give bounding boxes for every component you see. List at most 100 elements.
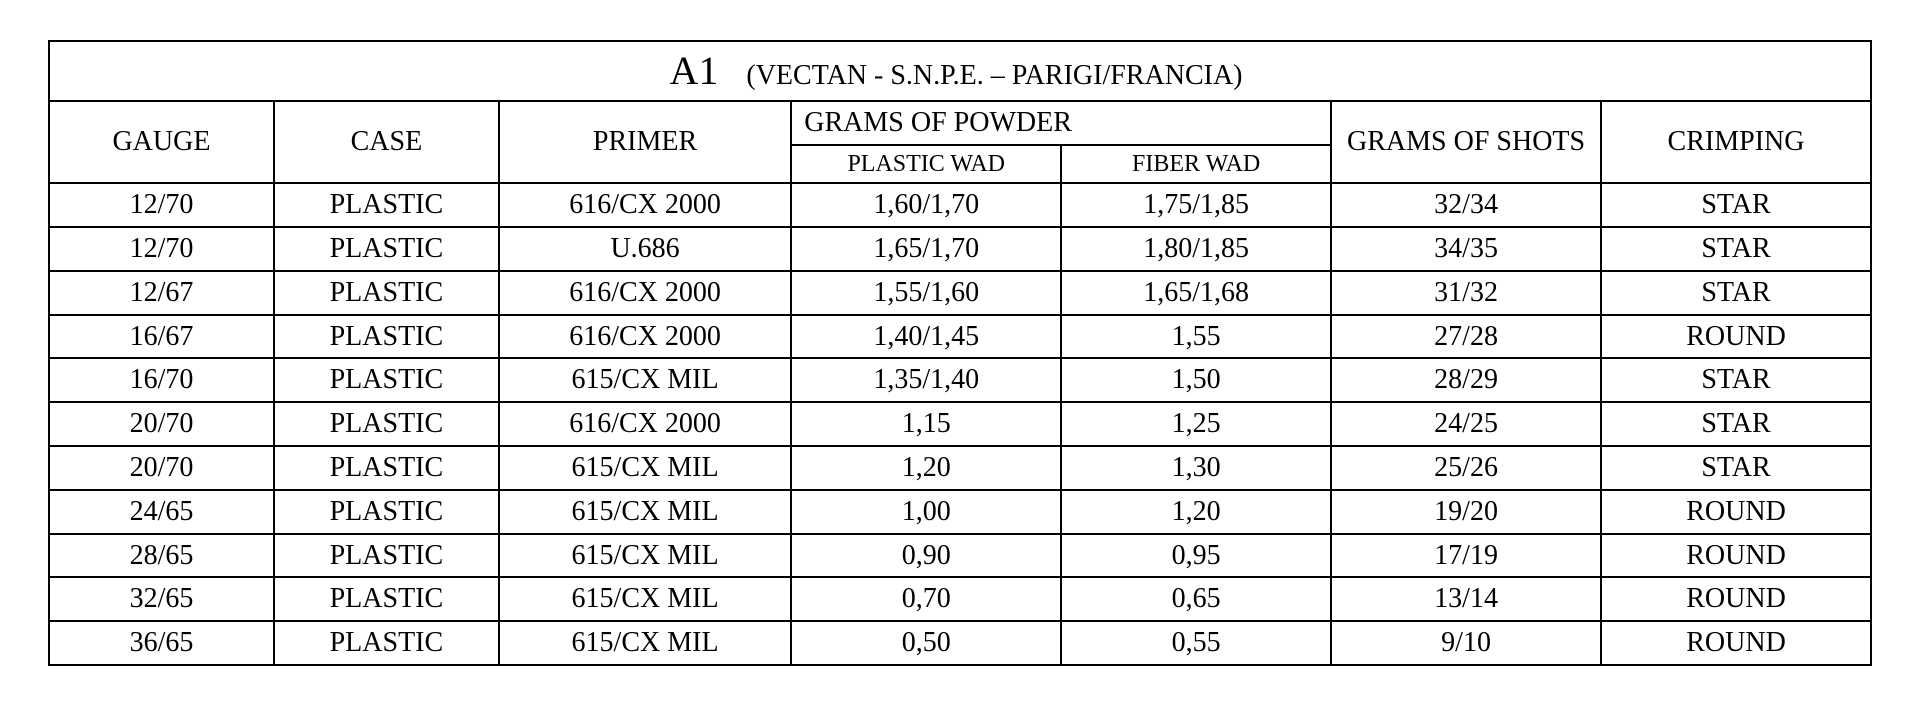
cell-shots: 31/32	[1331, 271, 1601, 315]
cell-plastic-wad: 1,60/1,70	[791, 183, 1061, 227]
cell-case: PLASTIC	[274, 490, 499, 534]
cell-primer: 616/CX 2000	[499, 402, 791, 446]
cell-shots: 13/14	[1331, 577, 1601, 621]
cell-crimping: STAR	[1601, 358, 1871, 402]
cell-crimping: STAR	[1601, 402, 1871, 446]
col-powder: GRAMS OF POWDER	[791, 101, 1331, 145]
cell-fiber-wad: 1,75/1,85	[1061, 183, 1331, 227]
cell-plastic-wad: 0,70	[791, 577, 1061, 621]
col-crimping: CRIMPING	[1601, 101, 1871, 183]
cell-case: PLASTIC	[274, 358, 499, 402]
cell-case: PLASTIC	[274, 183, 499, 227]
cell-plastic-wad: 0,90	[791, 534, 1061, 578]
cell-plastic-wad: 1,40/1,45	[791, 315, 1061, 359]
col-case: CASE	[274, 101, 499, 183]
cell-plastic-wad: 1,65/1,70	[791, 227, 1061, 271]
cell-crimping: STAR	[1601, 271, 1871, 315]
cell-primer: 615/CX MIL	[499, 621, 791, 665]
cell-fiber-wad: 0,65	[1061, 577, 1331, 621]
cell-primer: 616/CX 2000	[499, 271, 791, 315]
cell-primer: 615/CX MIL	[499, 358, 791, 402]
cell-crimping: STAR	[1601, 183, 1871, 227]
cell-gauge: 16/67	[49, 315, 274, 359]
col-gauge: GAUGE	[49, 101, 274, 183]
cell-fiber-wad: 1,30	[1061, 446, 1331, 490]
cell-crimping: ROUND	[1601, 577, 1871, 621]
cell-case: PLASTIC	[274, 534, 499, 578]
cell-fiber-wad: 0,95	[1061, 534, 1331, 578]
cell-shots: 25/26	[1331, 446, 1601, 490]
cell-fiber-wad: 1,65/1,68	[1061, 271, 1331, 315]
title-row: A1 (VECTAN - S.N.P.E. – PARIGI/FRANCIA)	[49, 41, 1871, 101]
cell-primer: 615/CX MIL	[499, 446, 791, 490]
cell-primer: 616/CX 2000	[499, 183, 791, 227]
cell-case: PLASTIC	[274, 271, 499, 315]
cell-primer: 615/CX MIL	[499, 534, 791, 578]
cell-gauge: 28/65	[49, 534, 274, 578]
cell-shots: 9/10	[1331, 621, 1601, 665]
cell-case: PLASTIC	[274, 402, 499, 446]
cell-plastic-wad: 1,35/1,40	[791, 358, 1061, 402]
cell-gauge: 20/70	[49, 446, 274, 490]
cell-gauge: 12/67	[49, 271, 274, 315]
cell-crimping: STAR	[1601, 446, 1871, 490]
cell-shots: 27/28	[1331, 315, 1601, 359]
cell-crimping: STAR	[1601, 227, 1871, 271]
table-row: 12/70PLASTIC616/CX 20001,60/1,701,75/1,8…	[49, 183, 1871, 227]
cell-case: PLASTIC	[274, 315, 499, 359]
cell-gauge: 12/70	[49, 183, 274, 227]
cell-plastic-wad: 1,20	[791, 446, 1061, 490]
cell-primer: 616/CX 2000	[499, 315, 791, 359]
cell-gauge: 36/65	[49, 621, 274, 665]
cell-primer: 615/CX MIL	[499, 577, 791, 621]
title-cell: A1 (VECTAN - S.N.P.E. – PARIGI/FRANCIA)	[49, 41, 1871, 101]
cell-shots: 28/29	[1331, 358, 1601, 402]
header-row: GAUGE CASE PRIMER GRAMS OF POWDER GRAMS …	[49, 101, 1871, 145]
cell-fiber-wad: 1,80/1,85	[1061, 227, 1331, 271]
table-row: 32/65PLASTIC615/CX MIL0,700,6513/14ROUND	[49, 577, 1871, 621]
cell-fiber-wad: 0,55	[1061, 621, 1331, 665]
col-powder-fiber: FIBER WAD	[1061, 145, 1331, 183]
cell-case: PLASTIC	[274, 227, 499, 271]
cell-shots: 24/25	[1331, 402, 1601, 446]
cell-case: PLASTIC	[274, 446, 499, 490]
cell-fiber-wad: 1,50	[1061, 358, 1331, 402]
title-main: A1	[670, 44, 719, 98]
reloading-data-table: A1 (VECTAN - S.N.P.E. – PARIGI/FRANCIA) …	[48, 40, 1872, 666]
cell-case: PLASTIC	[274, 621, 499, 665]
cell-gauge: 12/70	[49, 227, 274, 271]
cell-crimping: ROUND	[1601, 534, 1871, 578]
table-row: 28/65PLASTIC615/CX MIL0,900,9517/19ROUND	[49, 534, 1871, 578]
cell-fiber-wad: 1,20	[1061, 490, 1331, 534]
cell-plastic-wad: 1,15	[791, 402, 1061, 446]
col-powder-plastic: PLASTIC WAD	[791, 145, 1061, 183]
cell-plastic-wad: 1,55/1,60	[791, 271, 1061, 315]
cell-crimping: ROUND	[1601, 490, 1871, 534]
table-row: 36/65PLASTIC615/CX MIL0,500,559/10ROUND	[49, 621, 1871, 665]
table-row: 16/67PLASTIC616/CX 20001,40/1,451,5527/2…	[49, 315, 1871, 359]
cell-shots: 19/20	[1331, 490, 1601, 534]
table-row: 20/70PLASTIC616/CX 20001,151,2524/25STAR	[49, 402, 1871, 446]
cell-primer: 615/CX MIL	[499, 490, 791, 534]
title-sub: (VECTAN - S.N.P.E. – PARIGI/FRANCIA)	[746, 57, 1242, 95]
col-shots: GRAMS OF SHOTS	[1331, 101, 1601, 183]
table-row: 24/65PLASTIC615/CX MIL1,001,2019/20ROUND	[49, 490, 1871, 534]
cell-case: PLASTIC	[274, 577, 499, 621]
col-primer: PRIMER	[499, 101, 791, 183]
cell-plastic-wad: 1,00	[791, 490, 1061, 534]
table-row: 12/70PLASTICU.6861,65/1,701,80/1,8534/35…	[49, 227, 1871, 271]
cell-crimping: ROUND	[1601, 621, 1871, 665]
cell-shots: 32/34	[1331, 183, 1601, 227]
cell-gauge: 16/70	[49, 358, 274, 402]
cell-primer: U.686	[499, 227, 791, 271]
table-row: 16/70PLASTIC615/CX MIL1,35/1,401,5028/29…	[49, 358, 1871, 402]
cell-fiber-wad: 1,25	[1061, 402, 1331, 446]
table-row: 12/67PLASTIC616/CX 20001,55/1,601,65/1,6…	[49, 271, 1871, 315]
cell-plastic-wad: 0,50	[791, 621, 1061, 665]
cell-crimping: ROUND	[1601, 315, 1871, 359]
cell-gauge: 32/65	[49, 577, 274, 621]
cell-gauge: 20/70	[49, 402, 274, 446]
cell-shots: 34/35	[1331, 227, 1601, 271]
cell-shots: 17/19	[1331, 534, 1601, 578]
table-row: 20/70PLASTIC615/CX MIL1,201,3025/26STAR	[49, 446, 1871, 490]
